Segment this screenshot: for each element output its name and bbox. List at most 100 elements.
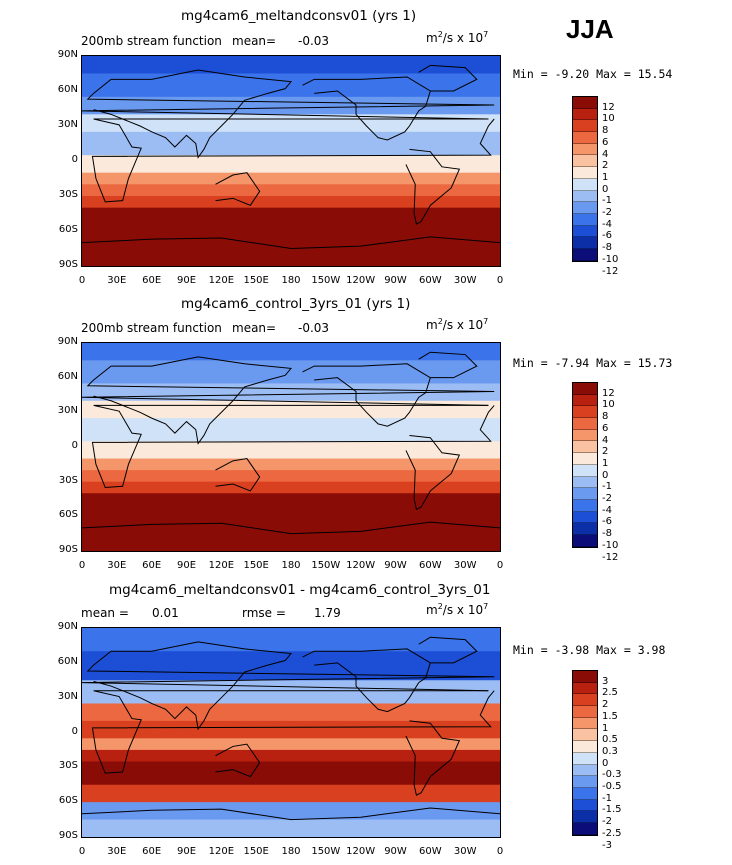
coastline	[215, 172, 261, 206]
map-svg	[82, 56, 500, 266]
coastline	[418, 351, 478, 379]
x-tick-label: 0	[78, 560, 86, 571]
colorbar-label: -0.5	[602, 781, 622, 792]
colorbar-label: -2	[602, 816, 612, 828]
map-svg	[82, 343, 500, 551]
colorbar-label: -2	[602, 207, 612, 218]
colorbar-segment	[573, 764, 597, 777]
x-tick-label: 120W	[346, 275, 376, 286]
y-tick-label: 30S	[58, 474, 78, 486]
contour-band	[82, 172, 500, 185]
colorbar-label: -2.5	[602, 827, 622, 839]
colorbar-label: -10	[602, 539, 619, 551]
contour-band	[82, 703, 500, 722]
colorbar-label: 0	[602, 183, 609, 195]
x-tick-label: 90W	[384, 846, 407, 857]
colorbar-label: -3	[602, 839, 612, 851]
y-tick-label: 60S	[58, 509, 78, 521]
colorbar-segment	[573, 190, 597, 203]
colorbar-label: -0.3	[602, 769, 622, 781]
y-tick-label: 30N	[57, 690, 78, 702]
colorbar-label: 4	[602, 148, 609, 160]
colorbar-segment	[573, 822, 597, 835]
coastline	[302, 648, 431, 713]
y-tick-label: 0	[71, 154, 78, 165]
y-tick-label: 60S	[58, 224, 78, 235]
units-mid: /s x 10	[442, 603, 484, 617]
x-tick-label: 0	[496, 275, 504, 286]
units-exp: 2	[437, 30, 443, 39]
colorbar-label: -4	[602, 218, 612, 230]
coastline	[82, 807, 500, 821]
x-tick-label: 150W	[311, 560, 341, 571]
coastline	[82, 641, 495, 731]
colorbar-segment	[573, 787, 597, 800]
colorbar-label: -10	[602, 253, 619, 265]
x-tick-label: 180	[281, 846, 301, 857]
mean-value: -0.03	[298, 321, 330, 335]
max-label: Max =	[596, 356, 631, 370]
rmse-value: 1.79	[314, 606, 341, 620]
contour-band	[82, 96, 500, 115]
coastline	[82, 69, 495, 159]
colorbar-label: 1	[602, 457, 609, 469]
min-value: -9.20	[554, 67, 590, 81]
colorbar-segment	[573, 429, 597, 442]
colorbar-label: -6	[602, 230, 612, 242]
mean-label: mean =	[81, 606, 129, 620]
field-label: 200mb stream function	[81, 321, 222, 335]
x-tick-label: 120E	[208, 560, 235, 571]
colorbar-label: 10	[602, 113, 615, 125]
colorbar-label: 0.3	[602, 745, 618, 757]
contour-band	[82, 400, 500, 419]
y-tick-label: 60N	[57, 655, 78, 667]
units-mid: /s x 10	[442, 31, 484, 45]
coastline	[91, 118, 495, 203]
y-tick-label: 90N	[57, 621, 78, 632]
x-tick-label: 30E	[107, 846, 127, 857]
contour-band	[82, 738, 500, 751]
colorbar-label: 4	[602, 434, 609, 446]
contour-band	[82, 184, 500, 197]
mean-label: mean=	[232, 321, 277, 335]
colorbar-segment	[573, 729, 597, 742]
max-value: 3.98	[637, 643, 666, 657]
contour-band	[82, 680, 500, 704]
y-tick-label: 30S	[58, 189, 78, 200]
rmse-label: rmse =	[242, 606, 286, 620]
colorbar-label: 3	[602, 675, 609, 687]
contour-band	[82, 73, 500, 98]
coastline	[215, 458, 261, 492]
contour-band	[82, 458, 500, 471]
colorbar-segment	[573, 406, 597, 419]
colorbar-label: 10	[602, 399, 615, 411]
coastline	[418, 64, 478, 92]
colorbar-segment	[573, 178, 597, 191]
y-tick-label: 0	[71, 440, 78, 451]
contour-band	[82, 219, 500, 232]
colorbar-segment	[573, 453, 597, 465]
x-tick-label: 150E	[243, 846, 269, 857]
colorbar-label: 0	[602, 757, 609, 769]
x-tick-label: 0	[78, 846, 86, 857]
colorbar-segment	[573, 418, 597, 430]
mean-label: mean=	[232, 34, 277, 48]
x-tick-label: 0	[496, 560, 504, 571]
colorbar-segment	[573, 202, 597, 214]
colorbar-segment	[573, 799, 597, 812]
y-tick-label: 90S	[58, 259, 78, 270]
contour-band	[82, 493, 500, 506]
colorbar-segment	[573, 741, 597, 753]
colorbar-segment	[573, 717, 597, 730]
contour-band	[82, 628, 500, 652]
y-tick-label: 0	[71, 725, 78, 737]
contour-band	[82, 383, 500, 402]
x-tick-label: 150E	[243, 275, 269, 286]
x-tick-label: 120E	[208, 846, 235, 857]
y-tick-label: 30N	[57, 119, 78, 130]
colorbar-label: 8	[602, 125, 609, 137]
contour-band	[82, 441, 500, 460]
y-tick-label: 90S	[58, 830, 78, 841]
x-tick-label: 150E	[243, 560, 269, 571]
y-tick-label: 90N	[57, 49, 78, 60]
